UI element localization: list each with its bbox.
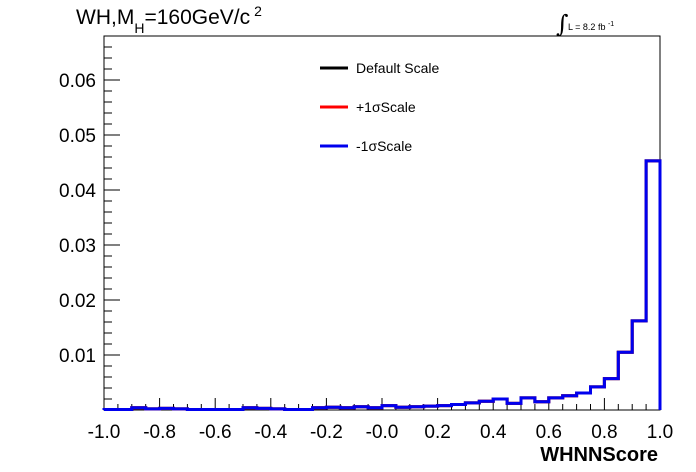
x-tick-label: -0.8	[143, 422, 176, 443]
histogram-line-3	[102, 159, 662, 411]
legend-label: +1σScale	[356, 99, 416, 115]
x-axis-label: WHNNScore	[540, 444, 658, 466]
histogram-line-1	[102, 159, 662, 411]
histogram-line-2	[102, 159, 662, 411]
legend-label: -1σScale	[356, 138, 412, 154]
x-tick-label: -0.2	[310, 422, 343, 443]
y-tick-label: 0.04	[59, 181, 96, 202]
luminosity-unit-exponent: -1	[607, 21, 615, 28]
title-rest: =160GeV/c	[144, 6, 251, 29]
plot-title: WH,MH=160GeV/c 2	[76, 3, 262, 36]
luminosity-value: L = 8.2 fb	[568, 22, 606, 32]
x-tick-label: -0.6	[199, 422, 232, 443]
x-tick-label: -0.4	[254, 422, 287, 443]
legend: Default Scale +1σScale -1σScale	[320, 60, 439, 154]
x-tick-label: 0.8	[591, 422, 617, 443]
y-tick-label: 0.05	[59, 126, 96, 147]
x-tick-label: 0.4	[480, 422, 507, 443]
x-tick-label: -0.0	[366, 422, 399, 443]
x-tick-label: 0.6	[536, 422, 562, 443]
y-tick-label: 0.03	[59, 236, 96, 257]
integral-symbol: ∫	[556, 10, 569, 38]
title-subscript: H	[134, 20, 145, 36]
histogram-series	[102, 159, 662, 411]
x-tick-label: 1.0	[647, 422, 673, 443]
y-tick-label: 0.06	[59, 71, 96, 92]
y-tick-label: 0.01	[59, 346, 96, 367]
x-tick-label: -1.0	[88, 422, 121, 443]
legend-label: Default Scale	[356, 60, 439, 76]
x-tick-label: 0.2	[424, 422, 450, 443]
y-tick-label: 0.02	[59, 291, 96, 312]
axes: -1.0 -0.8 -0.6 -0.4 -0.2 -0.0 0.2 0.4 0.6 0.8 1.0W…	[59, 46, 673, 466]
title-superscript: 2	[254, 3, 262, 19]
title-main: WH,M	[76, 6, 135, 29]
plot-frame	[103, 35, 661, 411]
luminosity-text: L = 8.2 fb -1	[568, 21, 615, 32]
